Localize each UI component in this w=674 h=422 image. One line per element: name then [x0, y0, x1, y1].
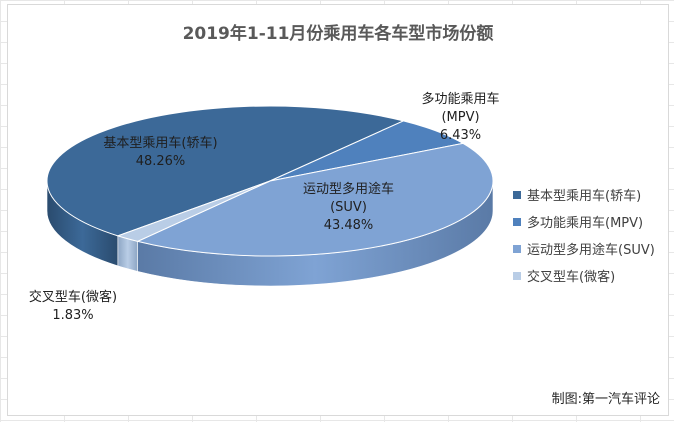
slice-label-suv-value: 43.48% — [323, 218, 374, 233]
slice-label-mpv-sub: (MPV) — [441, 110, 480, 125]
legend-label-suv: 运动型多用途车(SUV) — [527, 243, 655, 258]
legend-item-mpv: 多功能乘用车(MPV) — [513, 208, 655, 235]
slice-label-sedan-name: 基本型乘用车(轿车) — [103, 136, 218, 151]
legend-swatch-suv — [513, 244, 521, 253]
slice-label-sedan: 基本型乘用车(轿车) 48.26% — [83, 135, 238, 171]
pie-side-minivan — [117, 235, 138, 272]
pie-slice-suv — [136, 142, 494, 257]
slice-label-sedan-value: 48.26% — [135, 154, 186, 169]
legend-label-mpv: 多功能乘用车(MPV) — [527, 216, 644, 231]
slice-label-mpv-value: 6.43% — [439, 128, 482, 143]
slice-label-suv-sub: (SUV) — [330, 200, 367, 215]
legend-item-suv: 运动型多用途车(SUV) — [513, 235, 655, 262]
chart-credit: 制图:第一汽车评论 — [551, 392, 660, 407]
slice-label-minivan: 交叉型车(微客) 1.83% — [18, 289, 128, 325]
chart-title: 2019年1-11月份乘用车各车型市场份额 — [182, 24, 494, 44]
legend-item-sedan: 基本型乘用车(轿车) — [513, 181, 655, 208]
slice-label-mpv: 多功能乘用车 (MPV) 6.43% — [403, 91, 518, 145]
pie-slice-sedan — [46, 105, 405, 237]
legend-item-minivan: 交叉型车(微客) — [513, 262, 655, 289]
legend-swatch-minivan — [513, 271, 521, 280]
legend-label-sedan: 基本型乘用车(轿车) — [527, 189, 642, 204]
slice-label-mpv-name: 多功能乘用车 — [421, 92, 500, 107]
chart-legend: 基本型乘用车(轿车) 多功能乘用车(MPV) 运动型多用途车(SUV) 交叉型车… — [513, 181, 655, 289]
slice-label-minivan-value: 1.83% — [52, 308, 94, 323]
legend-swatch-mpv — [513, 217, 521, 226]
pie-chart-3d — [46, 105, 494, 287]
legend-swatch-sedan — [513, 190, 521, 199]
slice-label-suv: 运动型多用途车 (SUV) 43.48% — [286, 181, 411, 235]
legend-label-minivan: 交叉型车(微客) — [527, 270, 616, 285]
pie-slice-minivan — [116, 180, 271, 242]
slice-label-minivan-name: 交叉型车(微客) — [28, 290, 118, 305]
slice-label-suv-name: 运动型多用途车 — [302, 182, 394, 197]
chart-area: 2019年1-11月份乘用车各车型市场份额 基本型乘用车(轿车) 48.26% … — [7, 4, 669, 416]
